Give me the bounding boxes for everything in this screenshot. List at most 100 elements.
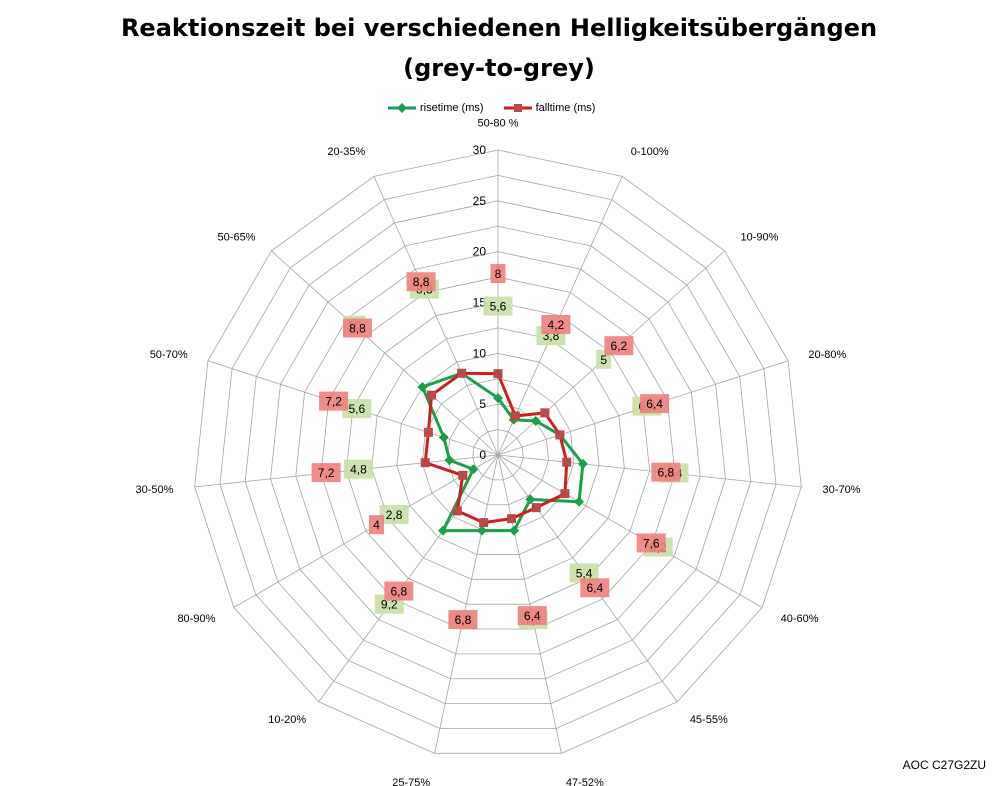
category-label: 30-70% xyxy=(823,484,861,496)
data-label-box xyxy=(640,394,670,414)
data-label: 8,8 xyxy=(349,321,366,335)
data-point xyxy=(423,427,433,437)
radial-tick-label: 0 xyxy=(479,448,486,462)
data-label-box xyxy=(580,578,610,598)
data-point xyxy=(417,381,428,392)
data-point xyxy=(510,411,520,421)
grid-ring xyxy=(320,276,676,630)
data-point xyxy=(560,489,570,499)
category-label: 10-90% xyxy=(741,232,779,244)
data-label: 6,8 xyxy=(390,585,407,599)
data-label-box xyxy=(311,463,341,483)
data-point xyxy=(479,518,489,528)
data-label: 8,8 xyxy=(413,275,430,289)
grid-spoke xyxy=(271,250,499,456)
data-label: 4,2 xyxy=(548,318,565,332)
grid-spoke xyxy=(434,454,499,754)
grid-ring xyxy=(447,403,549,506)
data-point xyxy=(452,506,462,516)
data-point xyxy=(574,496,585,507)
watermark: AOC C27G2ZU xyxy=(902,758,986,772)
data-label: 6,4 xyxy=(646,397,663,411)
grid-spoke xyxy=(497,454,802,488)
data-label-box xyxy=(379,504,409,524)
grid-spoke xyxy=(318,454,499,702)
data-label-box xyxy=(448,610,478,630)
data-label: 6,8 xyxy=(657,466,674,480)
data-label: 9,2 xyxy=(381,598,398,612)
data-point xyxy=(577,458,588,469)
data-label-box xyxy=(342,318,372,338)
data-label: 6,2 xyxy=(611,339,628,353)
legend: risetime (ms) falltime (ms) xyxy=(388,101,595,115)
radial-tick-label: 10 xyxy=(473,346,487,360)
data-point xyxy=(476,525,487,536)
chart-title-line1: Reaktionszeit bei verschiedenen Helligke… xyxy=(120,14,878,42)
grid-ring xyxy=(244,200,752,705)
grid-spoke xyxy=(373,176,499,456)
data-label: 5,6 xyxy=(348,402,365,416)
data-label-box xyxy=(490,264,506,284)
series-line xyxy=(420,371,585,533)
legend-fall-swatch xyxy=(503,104,532,112)
data-label-box xyxy=(541,314,571,334)
data-point xyxy=(458,470,468,480)
chart-title: Reaktionszeit bei verschiedenen Helligke… xyxy=(0,8,998,88)
grid-ring xyxy=(345,302,651,605)
category-label: 25-75% xyxy=(392,777,430,786)
data-label-box xyxy=(604,336,634,356)
category-label: 50-80 % xyxy=(478,118,519,130)
data-label-box xyxy=(517,606,547,626)
data-point xyxy=(427,390,437,400)
grid-ring xyxy=(194,149,802,754)
data-point xyxy=(530,415,541,426)
legend-item-rise: risetime (ms) xyxy=(388,101,484,115)
data-label: 5,6 xyxy=(490,300,507,314)
data-label-box xyxy=(319,391,349,411)
data-point xyxy=(540,408,550,418)
legend-rise-label: risetime (ms) xyxy=(420,102,484,114)
data-point xyxy=(493,369,503,379)
data-label-box xyxy=(343,459,373,479)
data-point xyxy=(457,368,467,378)
data-point xyxy=(562,457,572,467)
radial-tick-label: 20 xyxy=(473,245,487,259)
category-label: 0-100% xyxy=(631,146,669,158)
data-label: 7,2 xyxy=(318,466,335,480)
category-label: 47-52% xyxy=(566,777,604,786)
series-line xyxy=(423,371,569,525)
category-label: 20-35% xyxy=(327,146,365,158)
data-label-box xyxy=(406,272,436,292)
data-label: 7,6 xyxy=(643,536,660,550)
data-label-box xyxy=(368,515,384,535)
category-label: 40-60% xyxy=(781,613,819,625)
grid-spoke xyxy=(233,454,499,608)
grid-ring xyxy=(472,429,524,481)
data-point xyxy=(531,503,541,513)
grid-ring xyxy=(295,251,701,655)
data-label: 5 xyxy=(600,353,607,367)
legend-fall-label: falltime (ms) xyxy=(535,102,596,114)
legend-item-fall: falltime (ms) xyxy=(503,101,596,115)
data-point xyxy=(555,430,565,440)
data-point xyxy=(438,432,449,443)
data-label-box xyxy=(342,399,372,419)
data-label-box xyxy=(651,462,681,482)
category-label: 10-20% xyxy=(268,714,306,726)
radial-tick-label: 15 xyxy=(473,296,487,310)
data-point xyxy=(507,514,517,524)
data-label-box xyxy=(483,296,513,316)
data-point xyxy=(525,494,536,505)
data-point xyxy=(444,455,455,466)
data-label: 7,2 xyxy=(325,395,342,409)
data-label: 2,8 xyxy=(386,508,403,522)
grid-ring xyxy=(371,327,625,580)
data-label: 6,4 xyxy=(524,609,541,623)
data-label: 4 xyxy=(373,518,380,532)
data-label-box xyxy=(636,533,666,553)
grid-spoke xyxy=(497,454,763,608)
chart-title-line2: (grey-to-grey) xyxy=(403,54,595,82)
category-label: 50-65% xyxy=(218,232,256,244)
grid-ring xyxy=(270,225,726,680)
